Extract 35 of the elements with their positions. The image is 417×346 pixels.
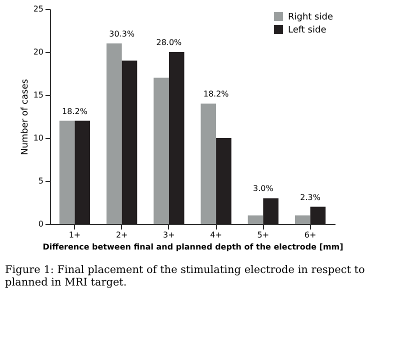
x-tick-label: 1+: [68, 230, 81, 240]
y-tick-label: 20: [33, 48, 44, 56]
x-tick-label: 5+: [257, 230, 270, 240]
bar: [168, 52, 184, 224]
annotation: 30.3%: [109, 29, 135, 38]
annotation: 18.2%: [203, 90, 230, 99]
bar: [310, 206, 326, 224]
bar: [106, 43, 122, 224]
x-tick-label: 2+: [116, 230, 128, 240]
bar: [74, 120, 90, 224]
annotation: 2.3%: [300, 192, 321, 202]
legend-label: Left side: [288, 26, 327, 36]
bar: [294, 215, 310, 224]
y-tick-label: 0: [38, 220, 44, 228]
y-tick-label: 25: [33, 4, 44, 14]
annotation: 3.0%: [252, 184, 274, 194]
y-tick-label: 15: [33, 90, 44, 100]
bar: [263, 198, 278, 224]
legend-label: Right side: [288, 12, 334, 22]
annotation: 28.0%: [156, 38, 182, 47]
y-axis-title: Number of cases: [20, 78, 30, 155]
caption: Figure 1: Final placement of the stimulating electrode in respect to planned in MRI target.: [5, 264, 365, 288]
bar: [122, 60, 138, 224]
bar: [59, 120, 75, 224]
y-tick-label: 10: [33, 134, 44, 142]
x-axis-title: Difference between final and planned depth of the electrode [mm]: [42, 242, 344, 252]
x-tick-label: 4+: [210, 230, 222, 240]
bar: [248, 215, 264, 224]
y-tick-label: 5: [38, 176, 44, 186]
bar: [200, 104, 216, 224]
annotation: 18.2%: [62, 106, 88, 116]
x-tick-label: 6+: [304, 230, 316, 240]
bar: [154, 78, 169, 224]
bar: [216, 138, 232, 224]
x-tick-label: 3+: [163, 230, 175, 240]
